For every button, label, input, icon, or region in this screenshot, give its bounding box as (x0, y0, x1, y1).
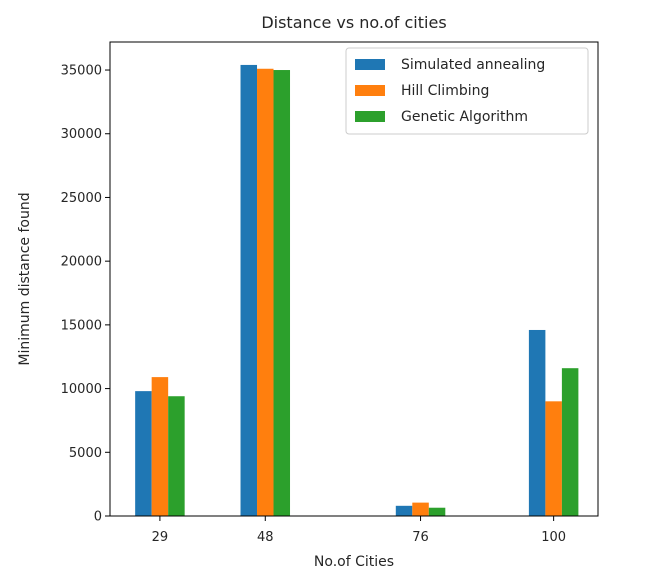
y-tick-label: 35000 (61, 64, 102, 79)
y-tick-label: 15000 (61, 318, 102, 333)
legend-swatch (355, 85, 385, 96)
x-tick-label: 76 (412, 530, 429, 545)
y-axis-label: Minimum distance found (17, 192, 33, 365)
bar (528, 329, 546, 516)
bar (257, 68, 274, 516)
bar (412, 502, 429, 516)
x-tick-label: 48 (257, 530, 274, 545)
plot-area: 0 5000 10000 15000 20000 25000 30000 35000 29 48 7… (61, 41, 599, 545)
y-tick-label: 25000 (61, 191, 102, 206)
bar (395, 505, 413, 516)
bar (135, 391, 152, 516)
bar (151, 377, 169, 516)
legend-label: Hill Climbing (401, 83, 489, 99)
y-tick-label: 10000 (61, 382, 102, 397)
y-tick-label: 20000 (61, 255, 102, 270)
y-tick-label: 30000 (61, 127, 102, 142)
bar (240, 64, 258, 516)
legend: Simulated annealing Hill Climbing Genetic … (345, 47, 589, 135)
bar (168, 396, 185, 516)
bar (545, 401, 562, 516)
x-tick-label: 29 (152, 530, 169, 545)
legend-box (345, 47, 589, 135)
plot-frame (109, 41, 599, 517)
bar (273, 70, 291, 516)
bar (561, 368, 579, 516)
legend-swatch (355, 111, 385, 122)
legend-label: Genetic Algorithm (401, 109, 528, 125)
y-tick-label: 0 (94, 510, 102, 525)
bar (428, 507, 446, 516)
chart-title: Distance vs no.of cities (261, 13, 446, 32)
legend-label: Simulated annealing (401, 57, 545, 73)
legend-swatch (355, 59, 385, 70)
x-axis-label: No.of Cities (314, 554, 394, 570)
x-tick-label: 100 (541, 530, 566, 545)
y-tick-label: 5000 (69, 446, 102, 461)
